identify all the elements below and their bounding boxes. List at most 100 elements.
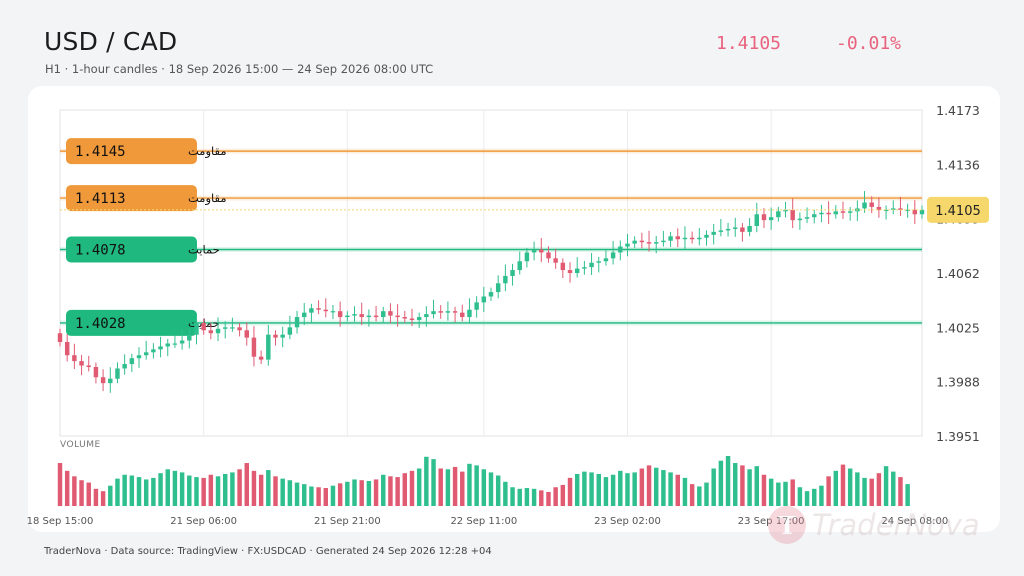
- candle-body: [697, 237, 702, 240]
- candle-body: [790, 209, 795, 221]
- volume-bar: [869, 478, 874, 506]
- volume-bar: [294, 482, 300, 506]
- volume-bar: [646, 465, 652, 506]
- volume-bar: [826, 476, 831, 506]
- candle-body: [474, 302, 479, 310]
- candle-body: [158, 346, 163, 350]
- volume-bar: [603, 477, 609, 506]
- candle-body: [883, 209, 889, 212]
- watermark: T TraderNova: [768, 506, 980, 544]
- candle-body: [244, 330, 249, 338]
- volume-bar: [567, 477, 573, 506]
- candle-body: [352, 314, 357, 316]
- volume-bar: [330, 485, 336, 506]
- volume-bar: [790, 479, 795, 506]
- volume-bar: [474, 465, 479, 506]
- volume-bar: [876, 473, 882, 506]
- volume-bar: [108, 485, 113, 506]
- resistance-label-box: [66, 138, 197, 165]
- candle-body: [689, 237, 695, 240]
- volume-bar: [582, 471, 587, 506]
- volume-bar: [93, 488, 99, 506]
- candle-body: [86, 365, 91, 367]
- volume-bar: [230, 472, 235, 506]
- volume-bar: [165, 469, 170, 506]
- candle-body: [165, 343, 170, 347]
- watermark-text: TraderNova: [812, 508, 980, 542]
- y-tick-label: 1.3988: [936, 375, 980, 390]
- candle-body: [359, 314, 364, 318]
- volume-bar: [79, 480, 84, 506]
- candle-body: [711, 231, 716, 235]
- candle-body: [366, 315, 372, 318]
- volume-bar: [653, 467, 659, 506]
- candle-body: [194, 322, 199, 335]
- candle-body: [100, 377, 106, 384]
- volume-bar: [438, 468, 443, 506]
- candle-body: [862, 202, 867, 209]
- candle-body: [567, 270, 573, 273]
- candle-body: [919, 209, 925, 215]
- candle-body: [388, 311, 393, 316]
- volume-bar: [610, 474, 616, 506]
- volume-bar: [302, 484, 307, 506]
- volume-bar: [560, 484, 566, 506]
- candle-body: [740, 227, 745, 232]
- y-tick-label: 1.3951: [936, 429, 980, 444]
- page-title: USD / CAD: [44, 27, 178, 56]
- candle-body: [725, 228, 731, 231]
- candle-body: [330, 311, 336, 313]
- volume-bar: [883, 466, 889, 506]
- candle-body: [632, 240, 637, 244]
- candle-body: [136, 355, 142, 359]
- candle-body: [431, 311, 436, 315]
- candle-body: [603, 258, 609, 262]
- candle-body: [661, 240, 666, 243]
- candle-body: [776, 211, 781, 218]
- volume-bar: [804, 491, 810, 506]
- candle-body: [222, 327, 228, 329]
- volume-bar: [273, 476, 278, 506]
- volume-bar: [668, 472, 673, 506]
- volume-bar: [733, 463, 738, 506]
- volume-bar: [381, 474, 386, 506]
- volume-bar: [416, 468, 422, 506]
- candle-body: [682, 237, 688, 240]
- candle-body: [122, 364, 127, 369]
- candle-body: [201, 322, 206, 331]
- volume-bar: [661, 470, 666, 506]
- candle-body: [467, 309, 472, 318]
- candle-body: [215, 328, 221, 334]
- volume-bar: [287, 480, 293, 506]
- volume-bar: [797, 487, 803, 506]
- candle-body: [416, 317, 422, 320]
- candle-body: [618, 246, 623, 253]
- volume-bar: [172, 470, 178, 506]
- volume-bar: [891, 471, 896, 506]
- volume-bar: [718, 460, 724, 506]
- candle-body: [804, 217, 810, 219]
- volume-bar: [352, 479, 357, 506]
- volume-bar: [129, 475, 135, 506]
- volume-bar: [747, 469, 752, 506]
- candle-body: [812, 214, 817, 218]
- volume-bar: [467, 463, 472, 506]
- candle-body: [783, 209, 788, 212]
- candle-body: [524, 252, 530, 262]
- volume-bar: [531, 488, 537, 506]
- volume-bar: [847, 468, 853, 506]
- volume-bar: [115, 478, 120, 506]
- x-tick-label: 21 Sep 21:00: [314, 516, 381, 527]
- candle-body: [646, 242, 652, 244]
- candle-body: [287, 327, 293, 335]
- volume-bar: [510, 487, 515, 506]
- candle-body: [316, 308, 321, 310]
- candle-body: [266, 334, 271, 360]
- volume-bar: [740, 465, 745, 506]
- candle-body: [718, 230, 724, 232]
- candle-body: [539, 249, 544, 253]
- volume-bar: [812, 488, 817, 506]
- volume-bar: [201, 477, 206, 506]
- candle-body: [115, 368, 120, 379]
